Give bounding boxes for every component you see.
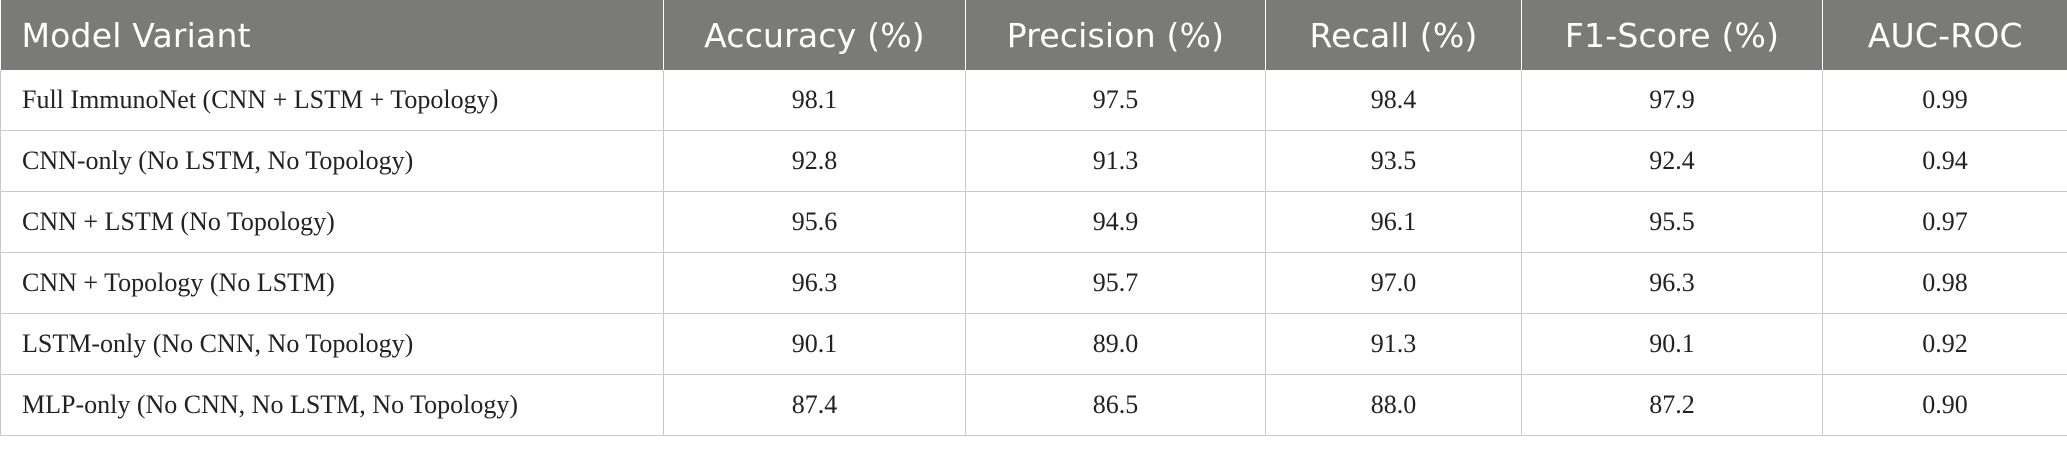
cell-f1-score: 95.5 xyxy=(1521,191,1823,253)
cell-model-variant: Full ImmunoNet (CNN + LSTM + Topology) xyxy=(0,70,664,131)
cell-auc-roc: 0.99 xyxy=(1822,70,2067,131)
header-precision: Precision (%) xyxy=(965,0,1266,70)
cell-auc-roc: 0.90 xyxy=(1822,374,2067,436)
cell-accuracy: 87.4 xyxy=(663,374,966,436)
model-comparison-table: Model Variant Accuracy (%) Precision (%)… xyxy=(0,0,2067,436)
header-auc-roc: AUC-ROC xyxy=(1822,0,2067,70)
cell-auc-roc: 0.92 xyxy=(1822,313,2067,375)
table-row: CNN + Topology (No LSTM) 96.3 95.7 97.0 … xyxy=(0,252,2067,314)
cell-model-variant: LSTM-only (No CNN, No Topology) xyxy=(0,313,664,375)
cell-f1-score: 92.4 xyxy=(1521,130,1823,192)
cell-accuracy: 96.3 xyxy=(663,252,966,314)
cell-auc-roc: 0.94 xyxy=(1822,130,2067,192)
cell-accuracy: 95.6 xyxy=(663,191,966,253)
cell-precision: 91.3 xyxy=(965,130,1266,192)
header-f1-score: F1-Score (%) xyxy=(1521,0,1823,70)
cell-accuracy: 92.8 xyxy=(663,130,966,192)
cell-recall: 93.5 xyxy=(1265,130,1522,192)
cell-precision: 94.9 xyxy=(965,191,1266,253)
cell-precision: 86.5 xyxy=(965,374,1266,436)
header-recall: Recall (%) xyxy=(1265,0,1522,70)
cell-auc-roc: 0.98 xyxy=(1822,252,2067,314)
table-row: LSTM-only (No CNN, No Topology) 90.1 89.… xyxy=(0,313,2067,375)
cell-recall: 88.0 xyxy=(1265,374,1522,436)
cell-precision: 95.7 xyxy=(965,252,1266,314)
cell-precision: 97.5 xyxy=(965,70,1266,131)
table-header: Model Variant Accuracy (%) Precision (%)… xyxy=(0,0,2067,70)
cell-f1-score: 97.9 xyxy=(1521,70,1823,131)
cell-f1-score: 90.1 xyxy=(1521,313,1823,375)
cell-recall: 98.4 xyxy=(1265,70,1522,131)
cell-model-variant: CNN + Topology (No LSTM) xyxy=(0,252,664,314)
cell-model-variant: MLP-only (No CNN, No LSTM, No Topology) xyxy=(0,374,664,436)
table-row: CNN-only (No LSTM, No Topology) 92.8 91.… xyxy=(0,130,2067,192)
cell-recall: 91.3 xyxy=(1265,313,1522,375)
header-row: Model Variant Accuracy (%) Precision (%)… xyxy=(0,0,2067,70)
cell-model-variant: CNN-only (No LSTM, No Topology) xyxy=(0,130,664,192)
cell-f1-score: 87.2 xyxy=(1521,374,1823,436)
cell-accuracy: 98.1 xyxy=(663,70,966,131)
table-body: Full ImmunoNet (CNN + LSTM + Topology) 9… xyxy=(0,70,2067,436)
cell-recall: 97.0 xyxy=(1265,252,1522,314)
cell-accuracy: 90.1 xyxy=(663,313,966,375)
results-table-container: Model Variant Accuracy (%) Precision (%)… xyxy=(0,0,2067,436)
cell-precision: 89.0 xyxy=(965,313,1266,375)
header-model-variant: Model Variant xyxy=(0,0,664,70)
table-row: Full ImmunoNet (CNN + LSTM + Topology) 9… xyxy=(0,70,2067,131)
header-accuracy: Accuracy (%) xyxy=(663,0,966,70)
cell-model-variant: CNN + LSTM (No Topology) xyxy=(0,191,664,253)
cell-auc-roc: 0.97 xyxy=(1822,191,2067,253)
cell-f1-score: 96.3 xyxy=(1521,252,1823,314)
table-row: CNN + LSTM (No Topology) 95.6 94.9 96.1 … xyxy=(0,191,2067,253)
table-row: MLP-only (No CNN, No LSTM, No Topology) … xyxy=(0,374,2067,436)
cell-recall: 96.1 xyxy=(1265,191,1522,253)
